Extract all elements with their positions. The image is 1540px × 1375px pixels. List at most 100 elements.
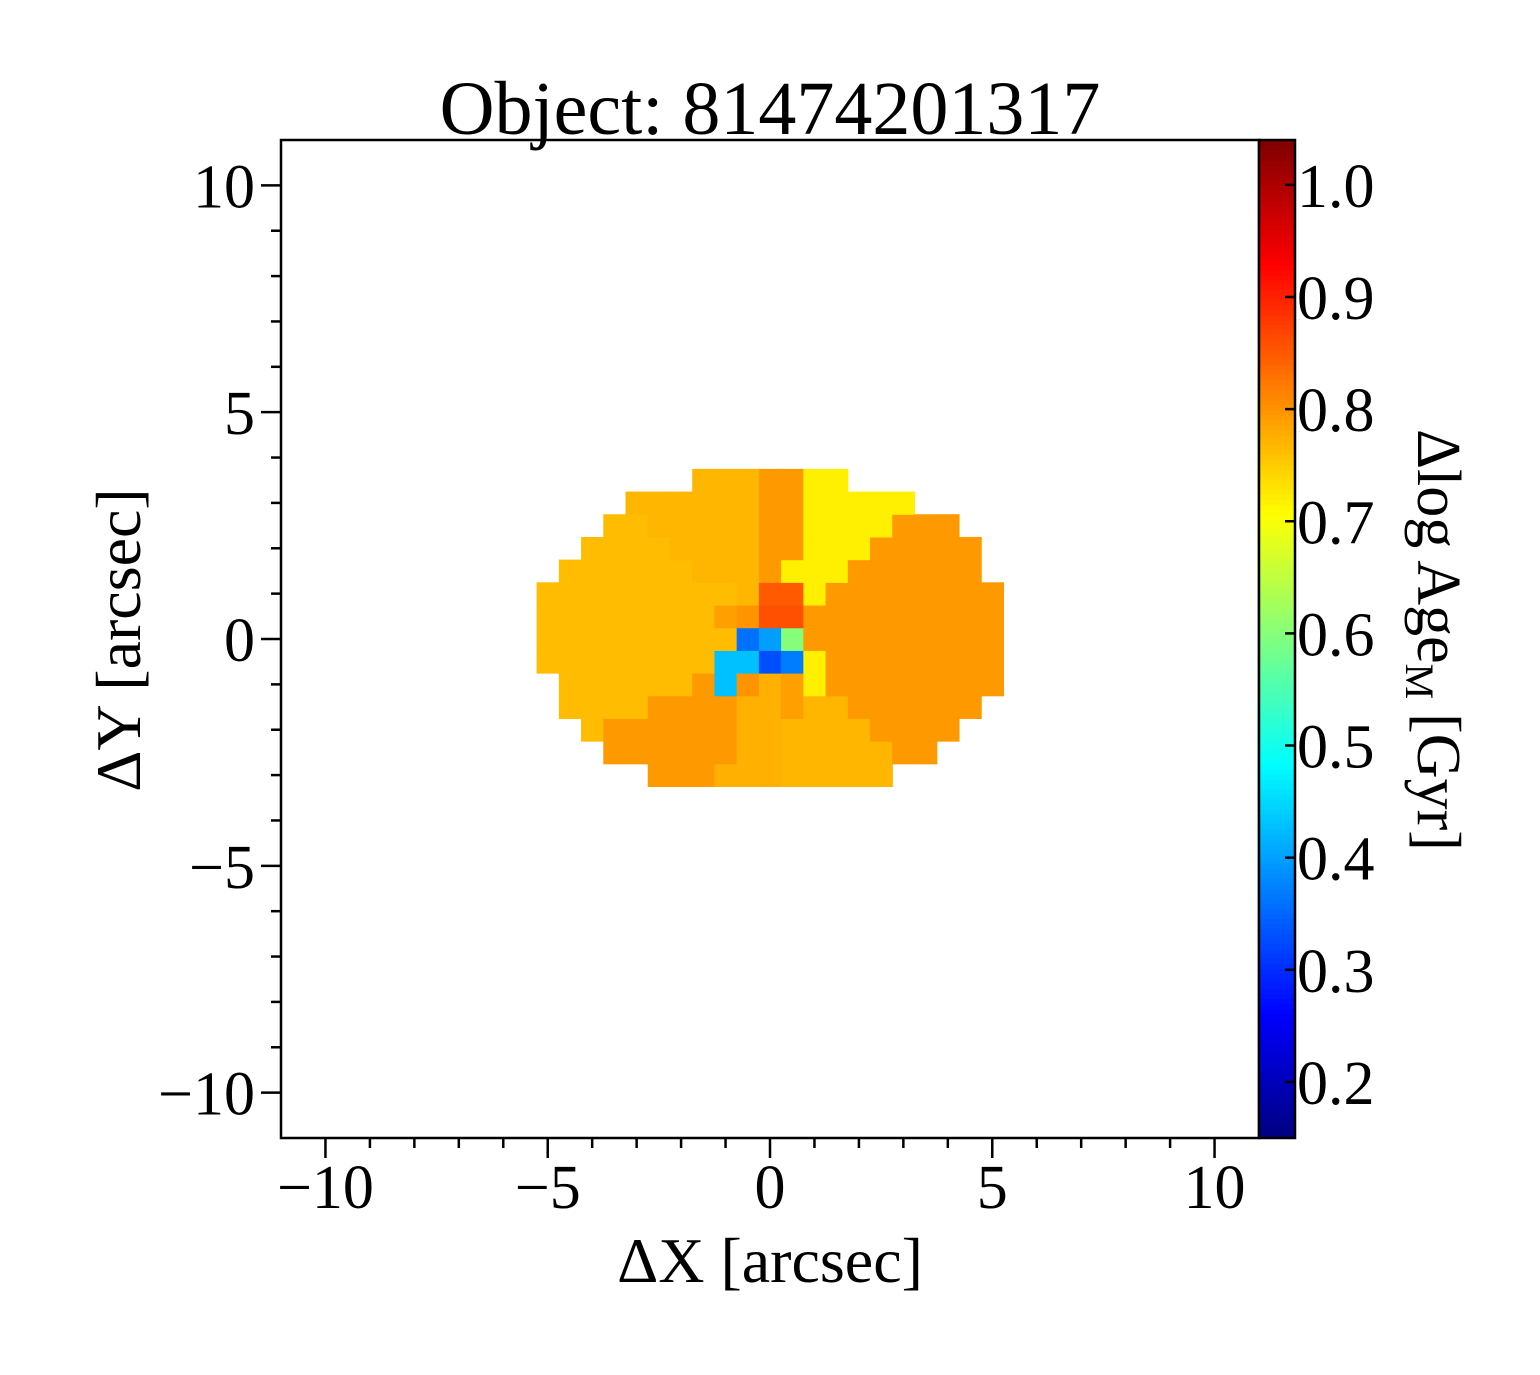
colorbar-segment (1259, 993, 1295, 1000)
map-pixel (847, 491, 871, 515)
colorbar-segment (1259, 743, 1295, 750)
map-pixel (692, 491, 716, 515)
map-pixel (625, 559, 649, 583)
map-pixel (603, 536, 627, 561)
colorbar-segment (1259, 693, 1295, 700)
colorbar-tick-label: 0.2 (1297, 1050, 1375, 1118)
map-pixel (781, 741, 804, 765)
colorbar-segment (1259, 1098, 1295, 1104)
colorbar-segment (1259, 1093, 1295, 1099)
colorbar-segment (1259, 244, 1295, 251)
colorbar-segment (1259, 798, 1295, 805)
map-pixel (981, 650, 1004, 674)
map-pixel (647, 559, 671, 583)
colorbar-segment (1259, 594, 1295, 600)
map-pixel (714, 695, 738, 719)
colorbar-segment (1259, 140, 1295, 146)
map-pixel (603, 718, 627, 742)
map-pixel (736, 650, 760, 674)
colorbar-segment (1259, 614, 1295, 620)
map-pixel (892, 514, 916, 538)
colorbar-segment (1259, 1073, 1295, 1079)
colorbar-segment (1259, 898, 1295, 905)
map-pixel (958, 695, 982, 719)
colorbar-segment (1259, 933, 1295, 940)
colorbar-segment (1259, 938, 1295, 945)
colorbar-segment (1259, 279, 1295, 286)
colorbar-segment (1259, 883, 1295, 890)
map-pixel (825, 741, 849, 765)
map-pixel (825, 673, 849, 697)
colorbar-frame (1257, 138, 1297, 1140)
colorbar-segment (1259, 364, 1295, 371)
map-pixel (870, 604, 893, 629)
map-pixel (847, 741, 871, 765)
map-pixel (936, 582, 960, 606)
map-pixel (803, 718, 827, 742)
map-pixel (714, 559, 738, 583)
colorbar-segment (1259, 793, 1295, 800)
map-pixel (825, 695, 849, 719)
map-pixel (581, 536, 604, 561)
colorbar-tick-label: 0.7 (1297, 489, 1375, 557)
colorbar-segment (1259, 469, 1295, 476)
colorbar-segment (1259, 374, 1295, 381)
colorbar-segment (1259, 708, 1295, 715)
map-pixel (647, 514, 671, 538)
map-pixel (958, 559, 982, 583)
map-pixel (758, 468, 782, 493)
colorbar-segment (1259, 823, 1295, 830)
colorbar-segment (1259, 509, 1295, 516)
colorbar-segment (1259, 274, 1295, 281)
map-pixel (892, 559, 916, 583)
map-pixel (736, 468, 760, 493)
map-pixel (647, 741, 671, 765)
colorbar-segment (1259, 703, 1295, 710)
colorbar-tick-label: 0.3 (1297, 938, 1375, 1006)
colorbar-segment (1259, 1023, 1295, 1030)
map-pixel (692, 604, 716, 629)
map-pixel (603, 514, 627, 538)
colorbar-segment (1259, 908, 1295, 915)
colorbar-segment (1259, 748, 1295, 755)
colorbar-segment (1259, 624, 1295, 630)
colorbar-segment (1259, 998, 1295, 1005)
x-tick-label: −5 (515, 1154, 581, 1222)
map-pixel (736, 718, 760, 742)
map-pixel (536, 627, 560, 651)
colorbar-segment (1259, 1113, 1295, 1119)
map-pixel (558, 604, 582, 629)
map-pixel (692, 559, 716, 583)
colorbar-tick-label: 0.5 (1297, 714, 1375, 782)
map-pixel (647, 695, 671, 719)
colorbar-segment (1259, 1028, 1295, 1035)
colorbar-segment (1259, 1123, 1295, 1129)
colorbar-segment (1259, 514, 1295, 521)
map-pixel (736, 763, 760, 788)
colorbar-segment (1259, 629, 1295, 635)
map-pixel (692, 673, 716, 697)
map-pixel (581, 604, 604, 629)
map-pixel (870, 514, 893, 538)
map-pixel (892, 650, 916, 674)
colorbar-segment (1259, 863, 1295, 870)
map-pixel (825, 604, 849, 629)
colorbar-segment (1259, 219, 1295, 226)
map-pixel (892, 627, 916, 651)
map-pixel (958, 582, 982, 606)
map-pixel (669, 559, 693, 583)
map-pixel (781, 673, 804, 697)
colorbar-segment (1259, 773, 1295, 780)
map-pixel (936, 718, 960, 742)
colorbar-segment (1259, 634, 1295, 640)
map-pixel (892, 536, 916, 561)
map-pixel (625, 536, 649, 561)
colorbar-segment (1259, 494, 1295, 501)
colorbar-segment (1259, 499, 1295, 506)
map-pixel (847, 627, 871, 651)
map-pixel (914, 695, 938, 719)
map-pixel (758, 627, 782, 651)
map-pixel (581, 673, 604, 697)
colorbar-segment (1259, 299, 1295, 306)
colorbar-segment (1259, 589, 1295, 595)
